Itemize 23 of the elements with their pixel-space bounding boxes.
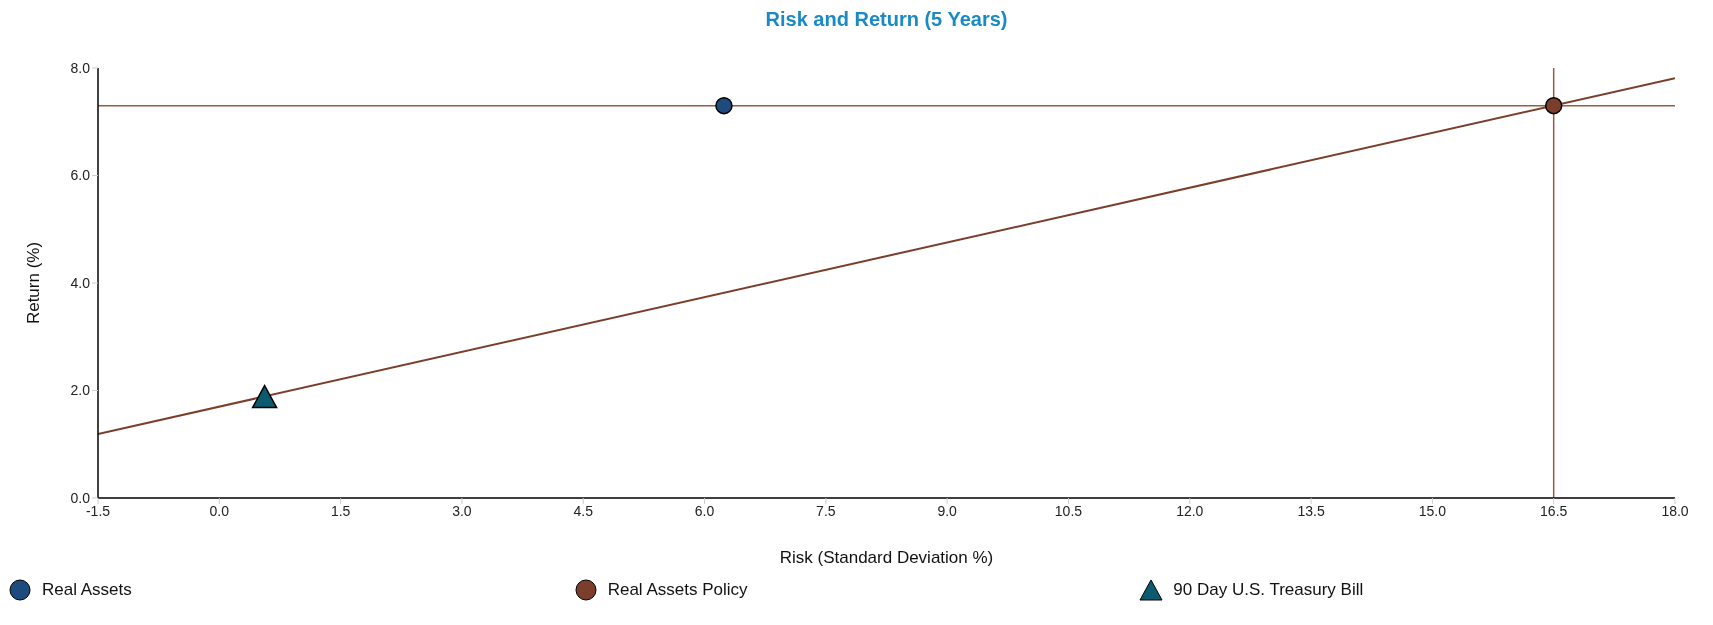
x-tick-label: 9.0 <box>937 502 958 519</box>
x-tick-label: 7.5 <box>816 502 836 519</box>
x-tick-label: 15.0 <box>1418 502 1447 519</box>
legend-label: Real Assets <box>42 580 132 600</box>
x-tick-label: 4.5 <box>573 502 594 519</box>
x-tick-label: 6.0 <box>694 502 715 519</box>
y-tick-label: 8.0 <box>70 59 91 76</box>
x-tick-label: 12.0 <box>1176 502 1204 519</box>
x-tick-label: 3.0 <box>452 502 472 519</box>
x-axis-title: Risk (Standard Deviation %) <box>779 548 994 567</box>
y-tick-label: 6.0 <box>70 167 91 184</box>
x-tick-label: 10.5 <box>1054 502 1083 519</box>
x-tick-label: 18.0 <box>1661 502 1689 519</box>
x-tick-label: 16.5 <box>1540 502 1568 519</box>
y-axis-title: Return (%) <box>24 241 44 325</box>
legend-label: Real Assets Policy <box>607 580 748 600</box>
chart-title: Risk and Return (5 Years) <box>764 8 1009 32</box>
y-tick-label: 4.0 <box>70 274 91 291</box>
x-tick-label: 0.0 <box>209 502 230 519</box>
x-tick-label: 13.5 <box>1297 502 1325 519</box>
y-tick-label: 2.0 <box>70 382 91 399</box>
legend-label: 90 Day U.S. Treasury Bill <box>1173 580 1364 600</box>
x-tick-label: 1.5 <box>330 502 351 519</box>
